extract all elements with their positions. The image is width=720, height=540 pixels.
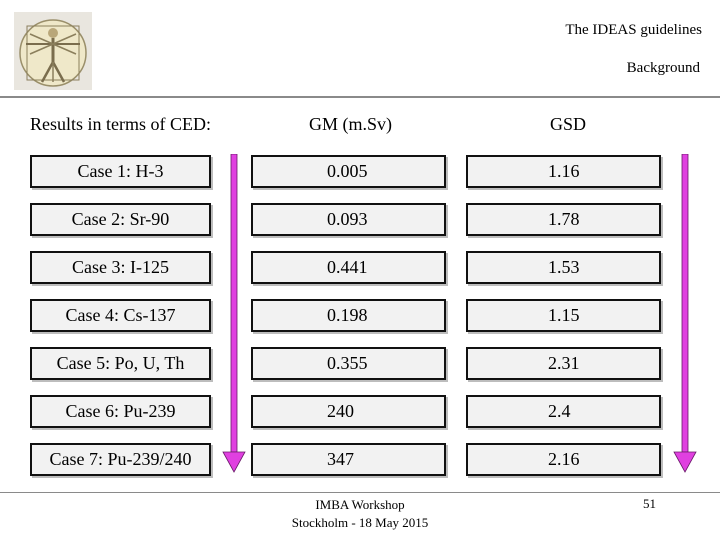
gm-cell: 240	[251, 395, 446, 428]
column-header-gsd: GSD	[550, 114, 587, 134]
case-cell: Case 5: Po, U, Th	[30, 347, 211, 380]
gsd-cell: 1.15	[466, 299, 661, 332]
gm-sort-arrow-icon	[222, 154, 246, 473]
column-header-case: Results in terms of CED:	[30, 114, 211, 134]
section-label: Background	[626, 60, 700, 76]
gm-cell: 347	[251, 443, 446, 476]
case-cell: Case 7: Pu-239/240	[30, 443, 211, 476]
footer-location-date: Stockholm - 18 May 2015	[291, 515, 429, 530]
vitruvian-man-logo	[14, 12, 92, 90]
gm-cell: 0.093	[251, 203, 446, 236]
case-cell: Case 2: Sr-90	[30, 203, 211, 236]
gsd-sort-arrow-icon	[673, 154, 697, 473]
gsd-cell: 2.4	[466, 395, 661, 428]
case-cell: Case 1: H-3	[30, 155, 211, 188]
case-cell: Case 6: Pu-239	[30, 395, 211, 428]
gsd-cell: 1.53	[466, 251, 661, 284]
gsd-cell: 1.78	[466, 203, 661, 236]
column-header-gm: GM (m.Sv)	[309, 114, 393, 134]
footer-event: IMBA Workshop	[315, 497, 405, 512]
gm-cell: 0.198	[251, 299, 446, 332]
gm-cell: 0.005	[251, 155, 446, 188]
gsd-cell: 1.16	[466, 155, 661, 188]
slide-title: The IDEAS guidelines	[565, 22, 702, 38]
gm-cell: 0.355	[251, 347, 446, 380]
gsd-cell: 2.31	[466, 347, 661, 380]
footer-text: IMBA Workshop Stockholm - 18 May 2015	[260, 496, 460, 532]
gm-cell: 0.441	[251, 251, 446, 284]
footer-divider	[0, 492, 720, 493]
page-number: 51	[643, 496, 656, 511]
case-cell: Case 3: I-125	[30, 251, 211, 284]
case-cell: Case 4: Cs-137	[30, 299, 211, 332]
header-divider	[0, 96, 720, 98]
gsd-cell: 2.16	[466, 443, 661, 476]
